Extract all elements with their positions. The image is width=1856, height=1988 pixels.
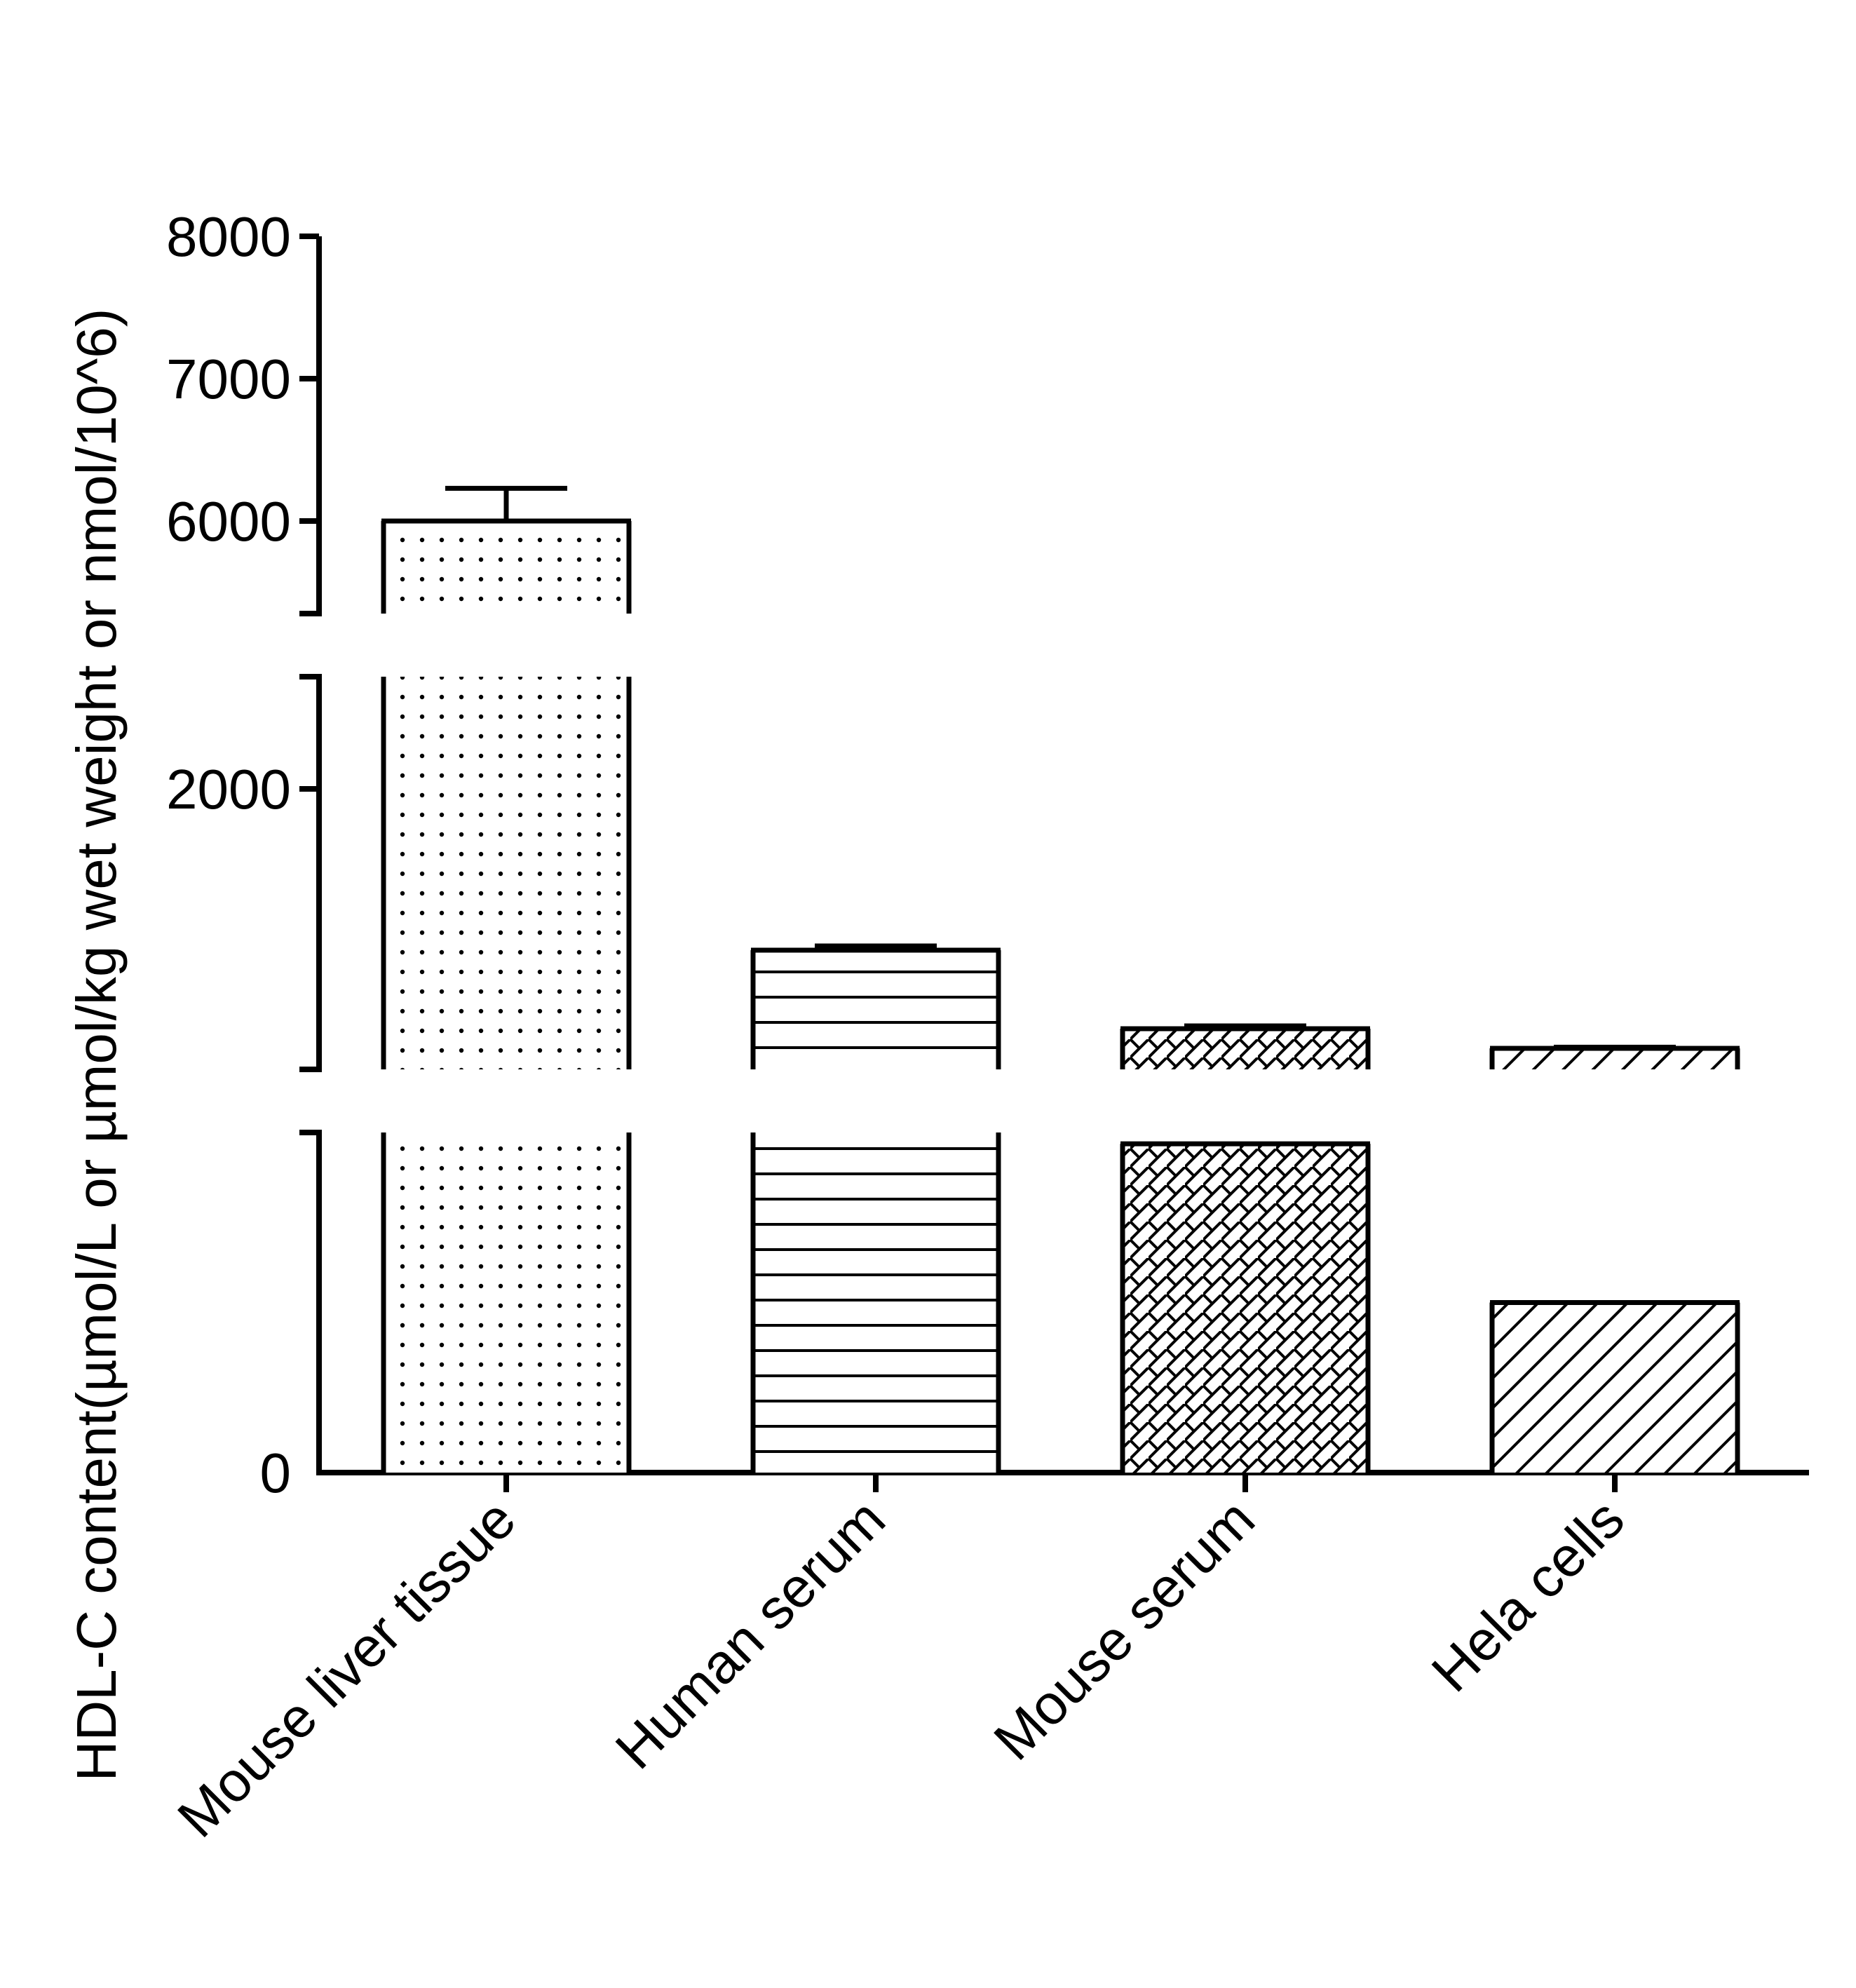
y-tick-label: 0 [260,1442,292,1504]
x-tick-label: Mouse serum [982,1487,1266,1772]
y-axis-label: HDL-C content(µmol/L or µmol/kg wet weig… [65,309,128,1782]
bar-fill [1123,1144,1368,1473]
y-ticks: 0 2000 6000 7000 8000 [166,205,319,1504]
bar-fill [384,677,629,1069]
error-bars [445,485,1676,1050]
bar-fill [753,950,998,1069]
y-tick-label: 6000 [166,490,291,553]
x-tick-label: Mouse liver tissue [165,1487,527,1849]
bars [381,518,1740,1473]
x-tick-label: Human serum [604,1487,897,1780]
bar-fill [384,521,629,614]
bar-fill [1492,1048,1738,1069]
bar-fill [1492,1302,1738,1473]
x-tick-label: Hela cells [1420,1487,1636,1703]
y-tick-label: 7000 [166,348,291,410]
bar-fill [384,1132,629,1473]
bar-fill [753,1132,998,1473]
bar-fill [1123,1029,1368,1069]
y-tick-label: 8000 [166,205,291,268]
y-tick-label: 2000 [166,758,291,820]
x-ticks: Mouse liver tissue Human serum Mouse serum… [165,1473,1636,1849]
